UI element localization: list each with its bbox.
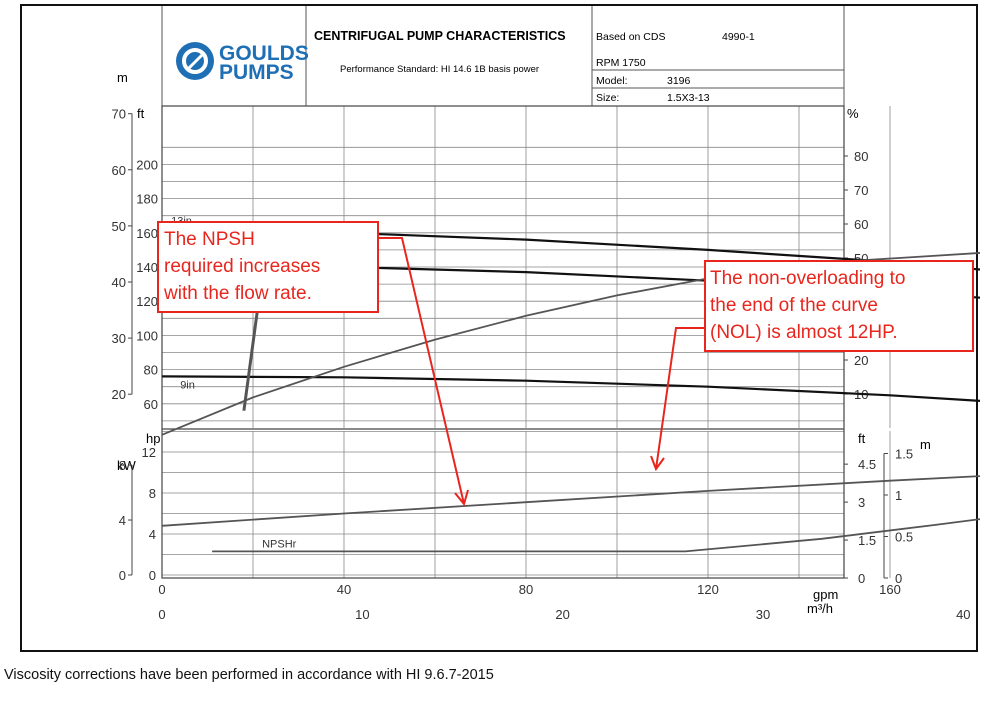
tick-label-head-m: 60: [112, 163, 126, 178]
curve-label-npshr: NPSHr: [262, 539, 297, 551]
tick-label-x-gpm: 160: [879, 582, 901, 597]
footnote: Viscosity corrections have been performe…: [4, 667, 494, 683]
tick-label-eff: 60: [854, 217, 868, 232]
npsh-m-unit: m: [920, 437, 931, 452]
tick-label-x-gpm: 80: [519, 582, 533, 597]
curve-9in: [161, 375, 980, 403]
x-unit-m3h: m³/h: [807, 601, 833, 616]
chart-subtitle: Performance Standard: HI 14.6 1B basis p…: [340, 64, 539, 75]
goulds-logo: GOULDS PUMPS: [176, 42, 309, 84]
head-m-unit: m: [117, 70, 128, 85]
tick-label-x-m3h: 40: [956, 607, 970, 622]
tick-label-x-gpm: 120: [697, 582, 719, 597]
tick-label-eff: 80: [854, 149, 868, 164]
x-unit-gpm: gpm: [813, 587, 838, 602]
tick-label-x-m3h: 10: [355, 607, 369, 622]
size-label: Size:: [596, 92, 619, 104]
tick-label-npsh-m: 0.5: [895, 529, 913, 544]
tick-label-npsh-ft: 0: [858, 571, 865, 586]
tick-label-x-gpm: 0: [158, 582, 165, 597]
power-hp-unit: hp: [146, 431, 160, 446]
tick-label-head-ft: 160: [136, 226, 158, 241]
tick-label-npsh-m: 1.5: [895, 446, 913, 461]
axis-unit-labels: m ft % hp kW ft m gpm m³/h: [117, 70, 931, 616]
size-value: 1.5X3-13: [667, 92, 710, 104]
tick-label-head-ft: 140: [136, 260, 158, 275]
tick-label-head-m: 50: [112, 219, 126, 234]
curve-npshr: [212, 518, 980, 553]
based-on-label: Based on CDS: [596, 31, 665, 43]
npsh-note-line-2: required increases: [164, 256, 320, 277]
npsh-arrow: [378, 237, 465, 505]
tick-label-head-m: 20: [112, 387, 126, 402]
tick-label-power-kw: 8: [119, 458, 126, 473]
npsh-ft-unit: ft: [858, 431, 866, 446]
tick-label-head-m: 30: [112, 331, 126, 346]
tick-label-npsh-ft: 1.5: [858, 533, 876, 548]
pump-curve-chart: GOULDS PUMPS CENTRIFUGAL PUMP CHARACTERI…: [112, 6, 980, 622]
tick-label-power-hp: 4: [149, 527, 156, 542]
chart-title: CENTRIFUGAL PUMP CHARACTERISTICS: [314, 29, 566, 43]
tick-label-power-hp: 0: [149, 568, 156, 583]
header: GOULDS PUMPS CENTRIFUGAL PUMP CHARACTERI…: [161, 6, 845, 107]
tick-label-head-ft: 120: [136, 294, 158, 309]
nol-annotation: The non-overloading to the end of the cu…: [650, 260, 974, 472]
brand-line-2: PUMPS: [219, 61, 294, 84]
based-on-value: 4990-1: [722, 31, 755, 43]
tick-label-eff: 20: [854, 353, 868, 368]
brand-line-1: GOULDS: [219, 42, 309, 65]
tick-label-head-m: 40: [112, 275, 126, 290]
curve-power: [161, 475, 980, 527]
tick-label-power-hp: 8: [149, 486, 156, 501]
nol-arrow: [655, 327, 705, 470]
tick-label-power-kw: 4: [119, 513, 126, 528]
npsh-note-line-3: with the flow rate.: [163, 283, 312, 304]
tick-label-head-ft: 80: [144, 363, 158, 378]
tick-label-x-m3h: 20: [555, 607, 569, 622]
eff-unit: %: [847, 106, 859, 121]
head-ft-unit: ft: [137, 106, 145, 121]
chart-frame: GOULDS PUMPS CENTRIFUGAL PUMP CHARACTERI…: [20, 4, 980, 652]
nol-note-line-2: the end of the curve: [710, 295, 878, 316]
npsh-annotation: The NPSH required increases with the flo…: [157, 221, 469, 507]
tick-label-head-ft: 200: [136, 157, 158, 172]
tick-label-eff: 70: [854, 183, 868, 198]
tick-label-npsh-m: 0: [895, 571, 902, 586]
model-value: 3196: [667, 75, 691, 87]
tick-label-x-m3h: 30: [756, 607, 770, 622]
tick-label-head-ft: 100: [136, 328, 158, 343]
tick-label-x-gpm: 40: [337, 582, 351, 597]
nol-note-line-1: The non-overloading to: [710, 268, 905, 289]
tick-label-x-m3h: 0: [158, 607, 165, 622]
nol-note-line-3: (NOL) is almost 12HP.: [710, 322, 898, 343]
tick-label-head-ft: 60: [144, 397, 158, 412]
tick-label-head-ft: 180: [136, 192, 158, 207]
tick-label-npsh-ft: 3: [858, 495, 865, 510]
tick-label-power-hp: 12: [142, 445, 156, 460]
npsh-note-line-1: The NPSH: [164, 229, 255, 250]
model-label: Model:: [596, 75, 628, 87]
tick-labels: 6080100120140160180200203040506070102030…: [112, 107, 971, 622]
tick-label-npsh-m: 1: [895, 488, 902, 503]
curve-label-9in: 9in: [180, 379, 195, 391]
rpm-label: RPM 1750: [596, 57, 646, 69]
tick-label-power-kw: 0: [119, 568, 126, 583]
tick-label-npsh-ft: 4.5: [858, 457, 876, 472]
tick-label-head-m: 70: [112, 107, 126, 122]
